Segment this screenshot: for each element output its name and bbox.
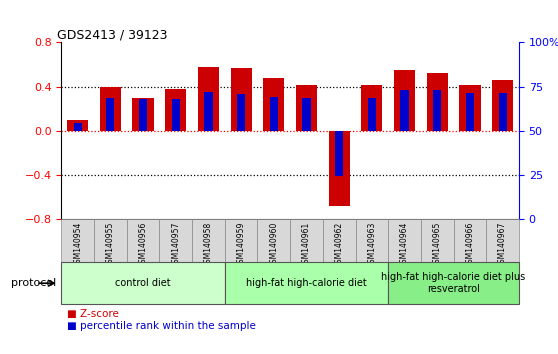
Text: GSM140964: GSM140964 [400,222,409,268]
Bar [165,89,186,131]
Bar [237,95,245,131]
Bar [139,99,147,131]
Text: GSM140959: GSM140959 [237,222,246,268]
Bar [225,262,388,304]
Bar [127,219,160,262]
Bar [459,85,480,131]
Text: GSM140956: GSM140956 [138,222,147,268]
Bar [257,219,290,262]
Bar [198,67,219,131]
Bar [74,123,82,131]
Bar [454,219,486,262]
Bar [466,93,474,131]
Text: GSM140957: GSM140957 [171,222,180,268]
Bar [67,120,88,131]
Bar [323,219,355,262]
Bar [132,98,153,131]
Text: GSM140961: GSM140961 [302,222,311,268]
Bar [94,219,127,262]
Text: GSM140960: GSM140960 [270,222,278,268]
Text: GSM140963: GSM140963 [367,222,376,268]
Bar [225,219,257,262]
Bar [498,93,507,131]
Text: GSM140958: GSM140958 [204,222,213,268]
Text: GSM140965: GSM140965 [433,222,442,268]
Bar [230,68,252,131]
Bar [290,219,323,262]
Text: high-fat high-calorie diet: high-fat high-calorie diet [246,278,367,288]
Bar [302,98,311,131]
Bar [160,219,192,262]
Bar [204,92,213,131]
Bar [61,219,94,262]
Text: GSM140967: GSM140967 [498,222,507,268]
Bar [263,78,285,131]
Bar [329,131,350,206]
Bar [335,131,343,176]
Text: control diet: control diet [116,278,171,288]
Text: GSM140962: GSM140962 [335,222,344,268]
Text: ■ Z-score: ■ Z-score [67,309,119,319]
Text: ■ percentile rank within the sample: ■ percentile rank within the sample [67,321,256,331]
Bar [61,262,225,304]
Bar [192,219,225,262]
Bar [433,90,441,131]
Bar [388,219,421,262]
Bar [107,98,114,131]
Bar [492,80,513,131]
Bar [427,74,448,131]
Bar [361,85,382,131]
Bar [172,99,180,131]
Bar [270,97,278,131]
Text: GSM140954: GSM140954 [73,222,82,268]
Bar [296,85,317,131]
Bar [355,219,388,262]
Text: GSM140955: GSM140955 [106,222,115,268]
Text: GSM140966: GSM140966 [465,222,474,268]
Text: high-fat high-calorie diet plus
resveratrol: high-fat high-calorie diet plus resverat… [382,272,526,294]
Bar [388,262,519,304]
Bar [401,90,408,131]
Text: protocol: protocol [11,278,56,288]
Text: GDS2413 / 39123: GDS2413 / 39123 [57,28,167,41]
Bar [486,219,519,262]
Bar [394,70,415,131]
Bar [100,87,121,131]
Bar [421,219,454,262]
Bar [368,98,376,131]
